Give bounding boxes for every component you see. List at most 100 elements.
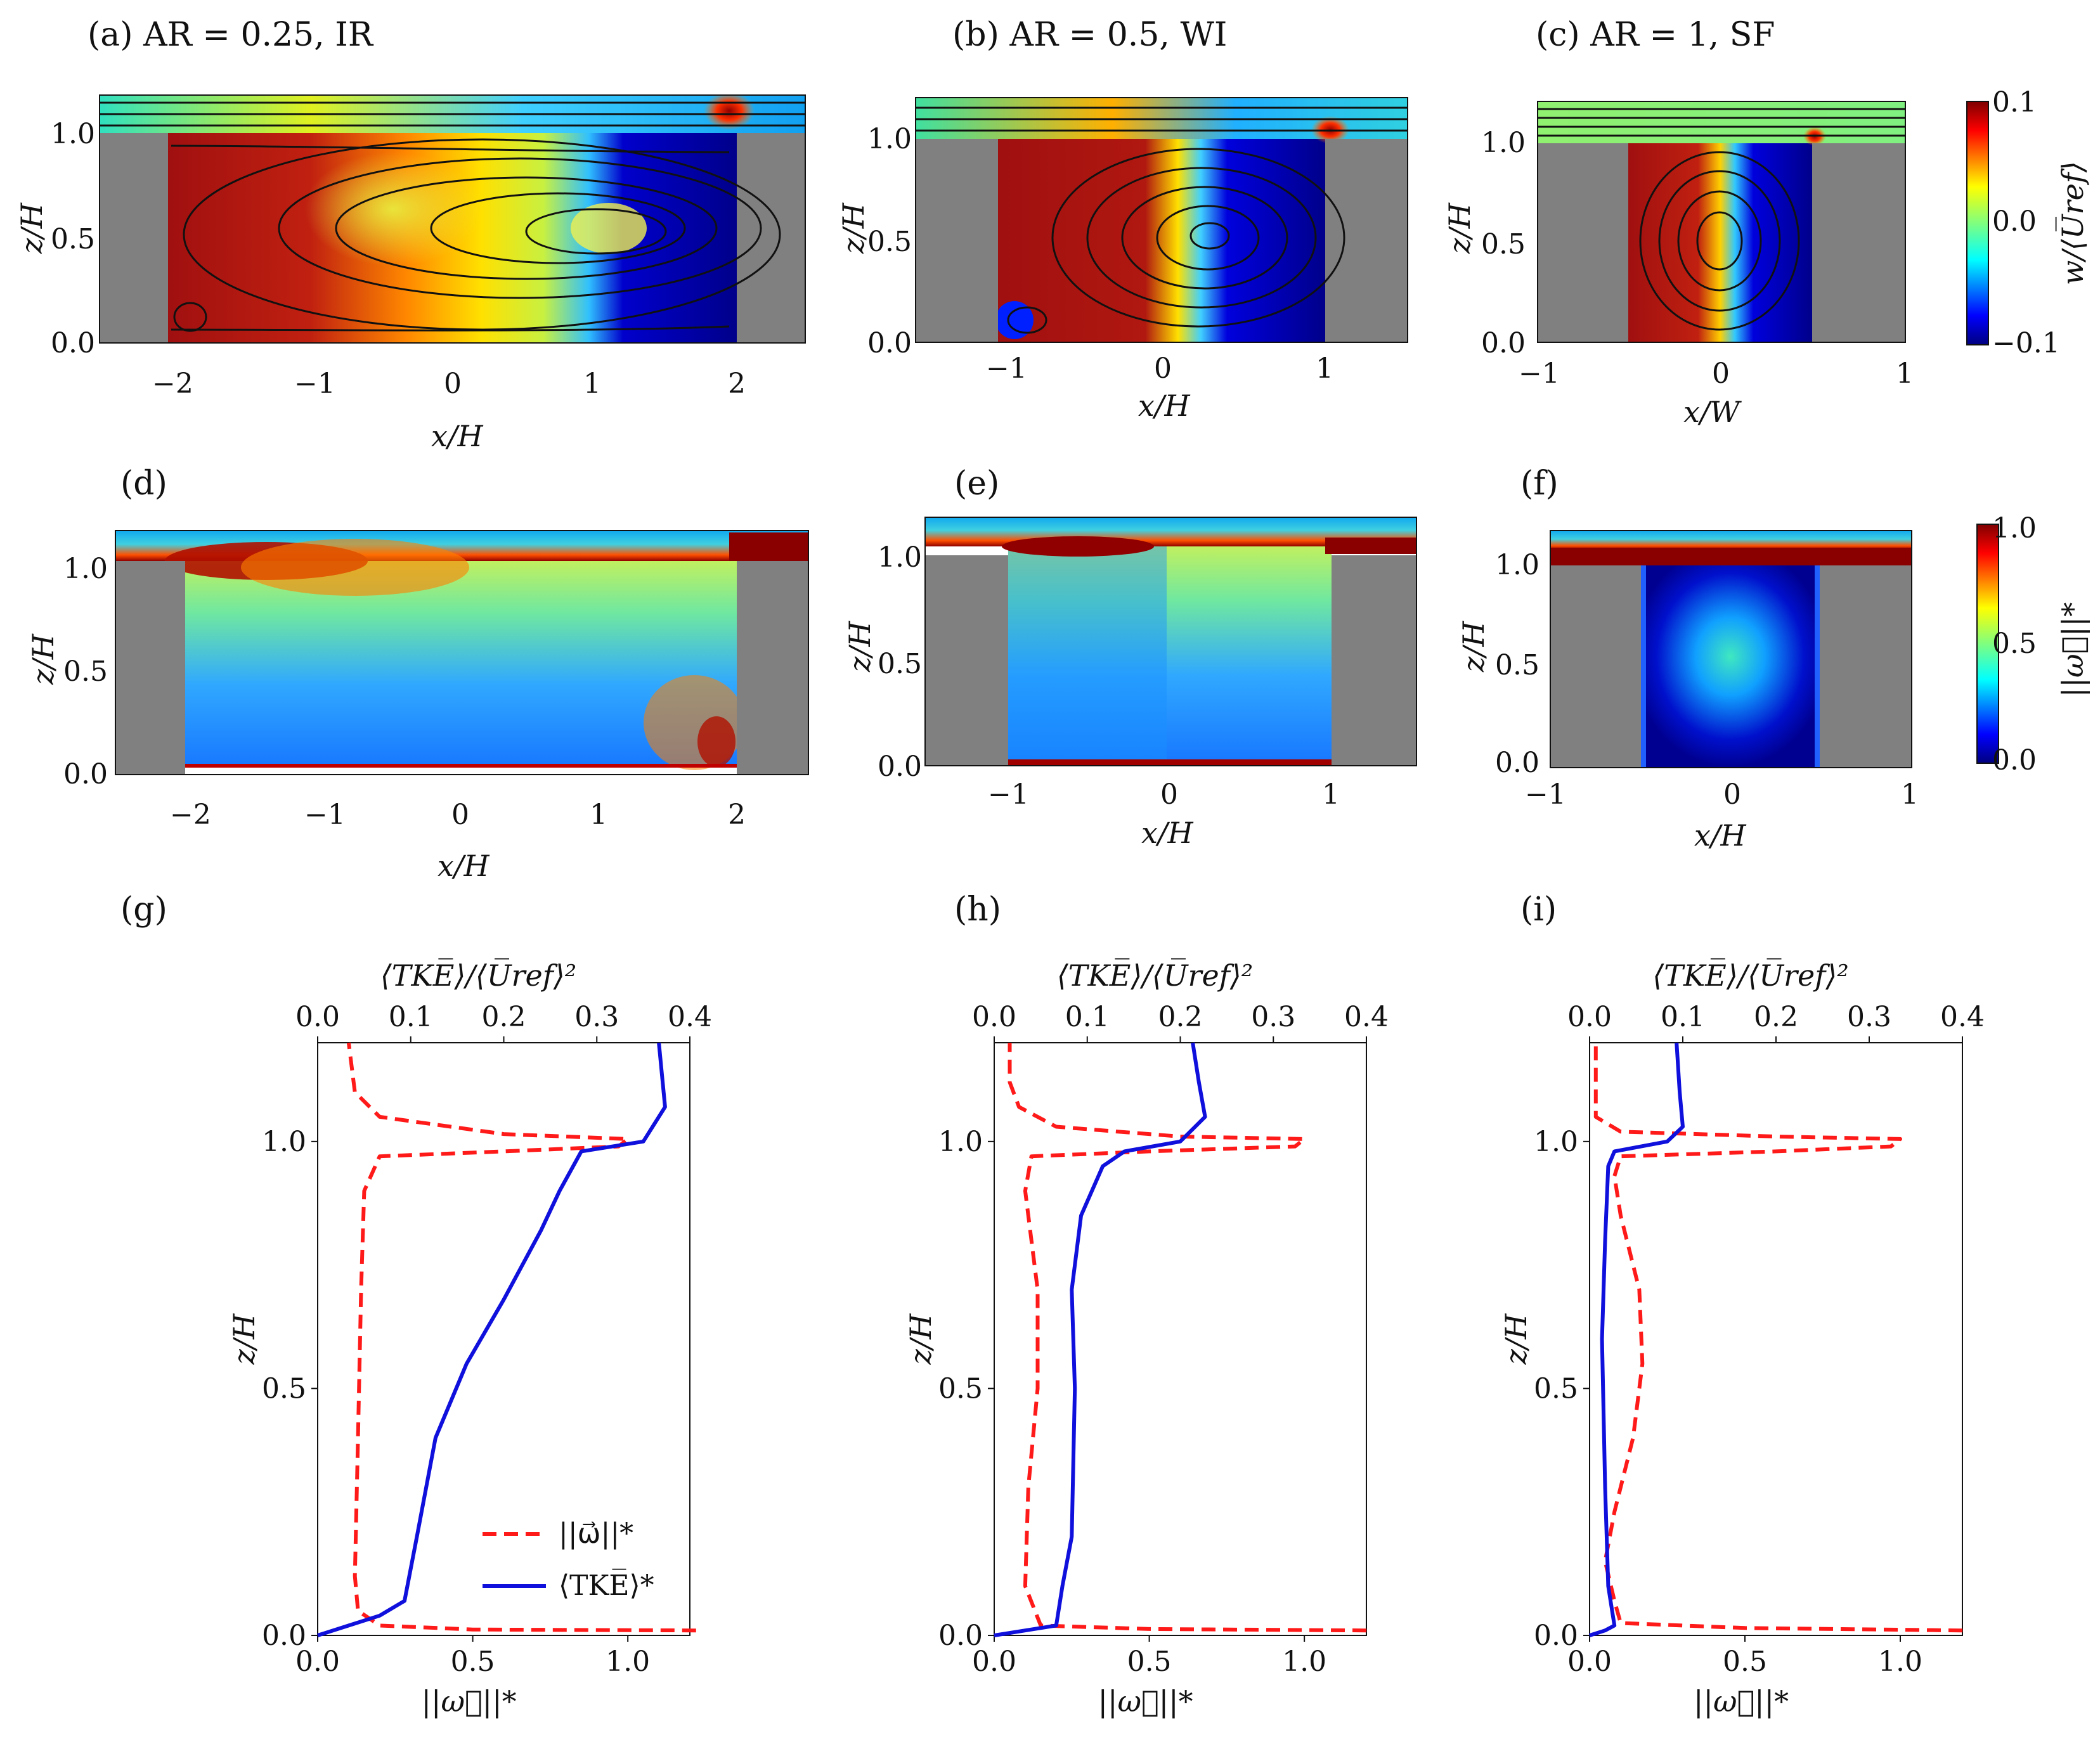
panel-c-axes: 1.0 0.5 0.0 −1 0 1 x/W z/H xyxy=(1442,101,1914,429)
panel-f-xlabel: x/H xyxy=(1694,818,1746,853)
xtick-label: 1.0 xyxy=(606,1646,650,1678)
x2label: ⟨TKE̅⟩/⟨U̅ref⟩² xyxy=(1057,958,1253,993)
panel-b: (b) AR = 0.5, WI 1.0 0.5 0.0 −1 0 xyxy=(836,16,1408,423)
x2tick-label: 0.3 xyxy=(574,1001,619,1033)
panel-a-xlabel: x/H xyxy=(431,419,483,453)
x2tick-label: 0.1 xyxy=(1661,1001,1705,1033)
panel-c-ytick-2: 1.0 xyxy=(1481,127,1526,159)
panel-f-xtick-2: 1 xyxy=(1901,778,1919,811)
x2tick-label: 0.1 xyxy=(389,1001,433,1033)
colorbar-vorticity-tick-1: 0.5 xyxy=(1992,628,2037,660)
panel-h: (h) 0.0 0.5 1.0 0.0 0.1 0.2 0.3 0.4 0.0 0.5 1.0 ||ω⃗… xyxy=(904,891,1389,1718)
panel-d-ytick-1: 0.5 xyxy=(63,655,108,688)
tke-profile-line xyxy=(317,1042,667,1637)
panel-a-title: (a) AR = 0.25, IR xyxy=(88,16,374,54)
panel-a-xtick-2: 0 xyxy=(444,368,462,400)
ytick-label: 1.0 xyxy=(1534,1126,1578,1158)
ytick-label: 0.5 xyxy=(262,1372,306,1405)
xtick-label: 0.5 xyxy=(451,1646,495,1678)
panel-c-xlabel: x/W xyxy=(1683,395,1742,429)
ytick-label: 0.0 xyxy=(1534,1620,1578,1652)
panel-c-ytick-1: 0.5 xyxy=(1481,228,1526,261)
ytick-label: 0.5 xyxy=(938,1372,983,1405)
x2tick-label: 0.4 xyxy=(1940,1001,1985,1033)
panel-b-ytick-2: 1.0 xyxy=(867,123,912,155)
x2tick-label: 0.0 xyxy=(295,1001,340,1033)
x2tick-label: 0.2 xyxy=(482,1001,526,1033)
panel-e-xtick-0: −1 xyxy=(988,778,1029,811)
x2tick-label: 0.1 xyxy=(1065,1001,1110,1033)
panel-c-ytick-0: 0.0 xyxy=(1481,327,1526,359)
panel-d-title: (d) xyxy=(120,465,167,503)
panel-d-xtick-3: 1 xyxy=(590,799,607,831)
panel-e-axes: 1.0 0.5 0.0 −1 0 1 x/H z/H xyxy=(843,517,1417,850)
x2tick-label: 0.3 xyxy=(1847,1001,1891,1033)
xtick-label: 0.5 xyxy=(1723,1646,1767,1678)
xtick-label: 0.5 xyxy=(1127,1646,1172,1678)
panel-e: (e) 1.0 0.5 0.0 −1 0 1 x/H z/H xyxy=(843,465,1417,850)
panel-b-streamlines xyxy=(916,106,1408,334)
colorbar-vorticity-label: ||ω⃗||* xyxy=(2056,602,2090,697)
panel-e-title: (e) xyxy=(954,465,999,503)
panel-b-xtick-0: −1 xyxy=(986,352,1027,385)
xtick-label: 0.0 xyxy=(1567,1646,1612,1678)
panel-e-ytick-2: 1.0 xyxy=(878,541,922,574)
panel-c-xtick-1: 0 xyxy=(1712,358,1730,390)
panel-f-ytick-2: 1.0 xyxy=(1495,549,1539,581)
x2tick-label: 0.4 xyxy=(1344,1001,1389,1033)
colorbar-velocity-tick-1: 0.0 xyxy=(1992,205,2037,238)
x2tick-label: 0.3 xyxy=(1251,1001,1295,1033)
panel-b-title: (b) AR = 0.5, WI xyxy=(952,16,1227,54)
panel-d-ylabel: z/H xyxy=(26,633,60,685)
ylabel: z/H xyxy=(227,1313,261,1365)
panel-a-xtick-3: 1 xyxy=(583,368,601,400)
panel-c-title: (c) AR = 1, SF xyxy=(1536,16,1775,54)
panel-f-ylabel: z/H xyxy=(1456,621,1491,673)
panel-e-xtick-2: 1 xyxy=(1322,778,1340,811)
x2tick-label: 0.2 xyxy=(1158,1001,1203,1033)
tke-profile-line xyxy=(1589,1042,1685,1637)
xlabel: ||ω⃗||* xyxy=(422,1684,517,1718)
colorbar-vorticity-tick-0: 1.0 xyxy=(1992,512,2037,545)
panel-b-xtick-1: 0 xyxy=(1154,352,1172,385)
panel-c-xtick-2: 1 xyxy=(1896,358,1914,390)
ylabel: z/H xyxy=(904,1313,938,1365)
xlabel: ||ω⃗||* xyxy=(1098,1684,1193,1718)
panel-d-axes: 1.0 0.5 0.0 −2 −1 0 1 2 x/H z/H xyxy=(26,530,809,883)
panel-a-ytick-2: 1.0 xyxy=(51,118,95,150)
panel-d-xtick-2: 0 xyxy=(451,799,469,831)
panel-f-xtick-0: −1 xyxy=(1525,778,1566,811)
panel-f-axes: 1.0 0.5 0.0 −1 0 1 x/H z/H xyxy=(1456,530,1919,853)
panel-d-xlabel: x/H xyxy=(438,849,489,883)
panel-e-xlabel: x/H xyxy=(1141,816,1193,850)
vorticity-profile-line xyxy=(1008,1043,1367,1633)
panel-c-ylabel: z/H xyxy=(1442,202,1477,254)
panel-a-ytick-1: 0.5 xyxy=(51,223,95,255)
colorbar-vorticity: 1.0 0.5 0.0 ||ω⃗||* xyxy=(1976,512,2090,777)
panel-d-ytick-0: 0.0 xyxy=(63,758,108,790)
panel-d-xtick-1: −1 xyxy=(304,799,346,831)
ytick-label: 0.0 xyxy=(938,1620,983,1652)
plot-frame xyxy=(317,1042,690,1636)
panel-d: (d) 1.0 0.5 0.0 −2 −1 0 1 2 x/H z/H xyxy=(26,465,809,883)
panel-d-xtick-4: 2 xyxy=(728,799,746,831)
panel-e-xtick-1: 0 xyxy=(1160,778,1178,811)
panel-f-ytick-0: 0.0 xyxy=(1495,747,1539,779)
panel-b-ytick-0: 0.0 xyxy=(867,327,912,359)
panel-b-ytick-1: 0.5 xyxy=(867,226,912,258)
x2tick-label: 0.2 xyxy=(1754,1001,1798,1033)
panel-g-title: (g) xyxy=(120,891,167,929)
xtick-label: 1.0 xyxy=(1878,1646,1922,1678)
xlabel: ||ω⃗||* xyxy=(1694,1684,1789,1718)
panel-c-xtick-0: −1 xyxy=(1519,358,1560,390)
panel-h-title: (h) xyxy=(954,891,1001,929)
plot-frame xyxy=(994,1042,1367,1636)
panel-i: (i) 0.0 0.5 1.0 0.0 0.1 0.2 0.3 0.4 0.0 0.5 1.0 ||ω⃗… xyxy=(1499,891,1985,1718)
panel-f-title: (f) xyxy=(1520,465,1559,503)
panel-g: (g) 0.0 0.5 1.0 0.0 0.1 0.2 0.3 0.4 0.0 0.5 1.0 ||ω⃗… xyxy=(120,891,712,1718)
xtick-label: 1.0 xyxy=(1282,1646,1326,1678)
legend-label: ||ω⃗||* xyxy=(559,1518,633,1550)
panel-a-streamlines xyxy=(100,101,805,332)
colorbar-velocity: 0.1 0.0 −0.1 w/⟨U̅ref⟩ xyxy=(1966,86,2090,359)
x2tick-label: 0.4 xyxy=(668,1001,712,1033)
